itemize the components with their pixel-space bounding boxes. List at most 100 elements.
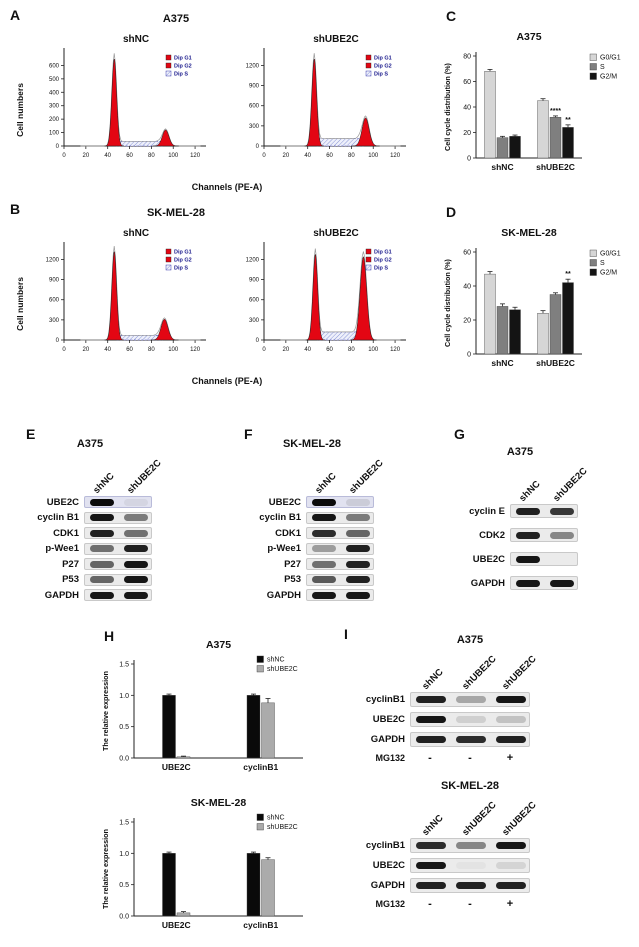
blot-row: CDK2	[462, 528, 582, 542]
protein-label: P53	[62, 574, 79, 585]
bar	[261, 859, 275, 917]
protein-label: cyclinB1	[365, 840, 405, 851]
svg-text:Cell cycle distribution (%): Cell cycle distribution (%)	[443, 258, 452, 346]
panel-c: C A375 0 20 40 60 80 Cell cycle distribution (…	[438, 6, 638, 196]
svg-text:300: 300	[49, 318, 60, 324]
svg-text:UBE2C: UBE2C	[162, 762, 191, 772]
svg-text:600: 600	[49, 63, 60, 69]
bar	[509, 136, 521, 159]
blot-band	[124, 576, 148, 583]
blot-row: UBE2C	[462, 552, 582, 566]
flow-plot-skmel28-shnc: shNC 0 300 600 900 1200 0 20 40 60 80 100 120 Dip G1 D…	[30, 228, 214, 363]
blot-row: cyclin B1	[28, 511, 156, 524]
svg-text:shNC: shNC	[267, 657, 285, 664]
svg-text:**: **	[565, 271, 571, 278]
blot-band	[90, 545, 114, 552]
svg-text:G2/M: G2/M	[600, 74, 617, 81]
svg-text:0.0: 0.0	[119, 914, 129, 921]
bar	[246, 853, 261, 917]
svg-text:G2/M: G2/M	[600, 270, 617, 277]
bar	[549, 116, 562, 159]
blot-strip	[84, 542, 152, 555]
svg-text:300: 300	[249, 318, 260, 324]
bar	[496, 306, 509, 355]
protein-label: CDK1	[53, 527, 79, 539]
blot-strip	[410, 732, 530, 747]
blot-band	[456, 882, 486, 889]
blot-strip	[306, 558, 374, 570]
protein-label: GAPDH	[370, 734, 405, 745]
protein-label: UBE2C	[372, 860, 405, 871]
svg-text:A375: A375	[516, 31, 541, 43]
treatment-value: -	[428, 752, 432, 764]
legend-swatch	[589, 268, 597, 276]
lane-label: shNC	[420, 812, 446, 838]
svg-text:400: 400	[49, 90, 60, 96]
blot-title: A375	[76, 438, 104, 450]
blot-band	[496, 736, 526, 743]
bar-chart: A375 0 20 40 60 80 Cell cycle distribution (%)…	[443, 31, 621, 172]
svg-text:0: 0	[467, 156, 471, 163]
bar-chart: SK-MEL-28 0 20 40 60 Cell cycle distribution …	[443, 227, 621, 368]
blot-row: GAPDH	[354, 878, 534, 893]
blot-strip	[510, 504, 578, 518]
svg-text:0.5: 0.5	[119, 724, 129, 731]
flow-histogram: 0 300 600 900 1200 0 20 40 60 80 100 120 Dip G1 Dip G…	[46, 242, 206, 353]
panel-e: E A375 shNC shUBE2C UBE2C cyclin B1 CDK1 p-Wee…	[18, 424, 233, 624]
protein-label: UBE2C	[268, 496, 301, 508]
blot-row: UBE2C	[28, 496, 156, 508]
svg-text:Dip G1: Dip G1	[174, 56, 192, 62]
panel-b-xlabel: Channels (PE-A)	[191, 376, 263, 386]
legend-swatch	[165, 264, 172, 271]
blot-row: P53	[250, 573, 378, 586]
blot-band	[346, 498, 370, 506]
svg-text:20: 20	[83, 347, 90, 353]
lane-labels: shNC shUBE2C	[510, 458, 590, 504]
legend-swatch	[365, 70, 372, 77]
svg-text:0: 0	[62, 347, 66, 353]
western-blot-skmel28: SK-MEL-28 shNC shUBE2C UBE2C cyclin B1 CDK1 p-…	[250, 438, 386, 601]
blot-band	[90, 498, 114, 506]
panel-g-label: G	[454, 426, 465, 442]
protein-label: P27	[284, 558, 301, 570]
panel-c-label: C	[446, 8, 457, 24]
flow-plot-title: shUBE2C	[313, 228, 359, 239]
blot-band	[416, 736, 446, 743]
bar	[484, 273, 496, 355]
svg-text:Dip S: Dip S	[374, 266, 388, 272]
lane-labels: shNC shUBE2C shUBE2C	[410, 792, 538, 838]
blot-row: p-Wee1	[28, 542, 156, 555]
legend-swatch	[365, 264, 372, 271]
treatment-label: MG132	[375, 753, 405, 763]
svg-text:Dip G1: Dip G1	[374, 250, 392, 256]
blot-strip	[306, 589, 374, 601]
svg-text:20: 20	[463, 318, 471, 325]
blot-strip	[410, 858, 530, 873]
svg-text:Dip G1: Dip G1	[374, 56, 392, 62]
blot-row: GAPDH	[250, 589, 378, 601]
svg-text:0: 0	[262, 153, 266, 159]
blot-row: p-Wee1	[250, 542, 378, 555]
protein-label: GAPDH	[44, 589, 79, 601]
svg-text:120: 120	[190, 153, 201, 159]
svg-text:cyclinB1: cyclinB1	[243, 920, 278, 930]
svg-text:20: 20	[83, 153, 90, 159]
blot-title: SK-MEL-28	[440, 780, 500, 792]
panel-a: A A375 Cell numbers shNC 0 100 200 300 400 500…	[6, 4, 438, 198]
svg-text:200: 200	[49, 117, 60, 123]
blot-band	[312, 591, 336, 599]
protein-label: UBE2C	[372, 714, 405, 725]
protein-label: cyclin B1	[37, 512, 79, 523]
svg-text:80: 80	[148, 153, 155, 159]
blot-row: CDK1	[28, 527, 156, 539]
blot-band	[516, 579, 540, 587]
panel-a-title: A375	[162, 13, 190, 25]
svg-text:40: 40	[463, 105, 471, 112]
blot-band	[346, 514, 370, 521]
lane-label: shUBE2C	[125, 457, 164, 496]
bar	[484, 71, 496, 159]
flow-plot-a375-shnc: shNC 0 100 200 300 400 500 600 0 20 40 60 80 100 120 Di…	[30, 34, 214, 169]
legend-swatch	[365, 54, 372, 61]
svg-text:Dip S: Dip S	[174, 266, 188, 272]
